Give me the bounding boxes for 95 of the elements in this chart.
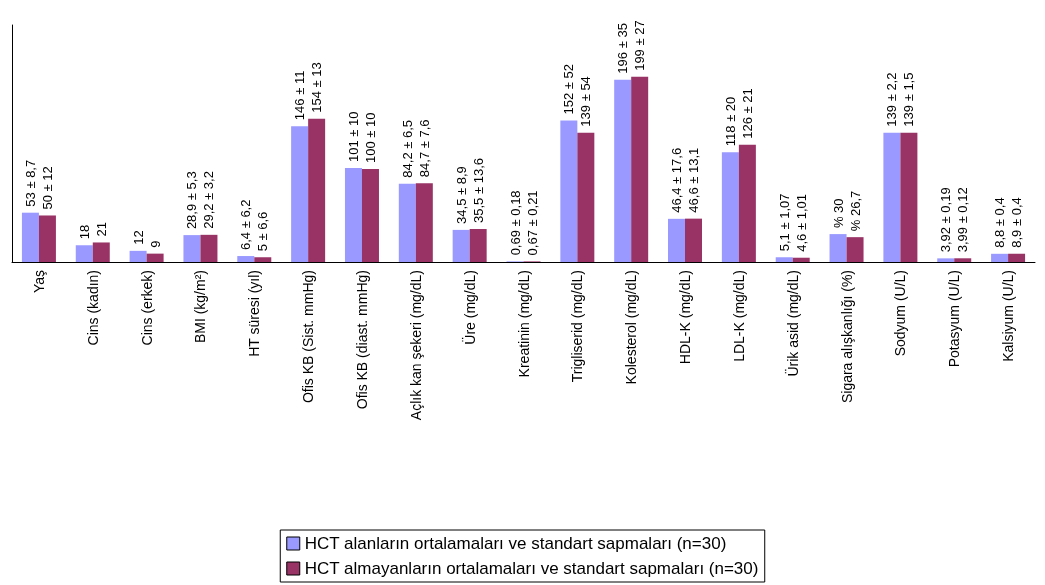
x-tick-label: HDL-K (mg/dL) bbox=[677, 270, 694, 365]
data-label: 5,1 ± 1,07 bbox=[776, 193, 792, 252]
data-label: 6,4 ± 6,2 bbox=[238, 199, 254, 251]
data-label: 50 ± 12 bbox=[39, 166, 55, 210]
bar bbox=[631, 76, 649, 262]
bar bbox=[344, 168, 362, 262]
bar bbox=[614, 79, 632, 262]
x-tick-label: Açlık kan şekeri (mg/dL) bbox=[407, 270, 424, 421]
data-label: 35,5 ± 13,6 bbox=[470, 158, 486, 223]
data-label: 101 ± 10 bbox=[345, 111, 361, 163]
bar bbox=[183, 235, 201, 262]
data-label: 8,8 ± 0,4 bbox=[992, 197, 1008, 248]
x-tick-label: Kreatinin (mg/dL) bbox=[515, 270, 532, 378]
data-label: 12 bbox=[130, 230, 146, 245]
bar bbox=[254, 257, 272, 262]
x-tick-label: Kalsiyum (U/L) bbox=[1000, 270, 1017, 362]
data-label: 21 bbox=[93, 221, 109, 237]
x-tick-label: BMI (kg/m²) bbox=[192, 270, 209, 344]
data-label: 196 ± 35 bbox=[615, 23, 631, 74]
bar bbox=[361, 168, 379, 262]
data-label: 100 ± 10 bbox=[362, 112, 378, 163]
bar bbox=[883, 132, 901, 262]
x-tick-label: LDL-K (mg/dL) bbox=[730, 270, 747, 362]
x-tick-label: Cins (kadın) bbox=[84, 270, 101, 346]
data-label: 118 ± 20 bbox=[722, 96, 738, 147]
data-label: 154 ± 13 bbox=[309, 62, 325, 113]
bar bbox=[668, 218, 686, 262]
data-label: 0,67 ± 0,21 bbox=[524, 190, 540, 256]
x-tick-label: Ofis KB (Sist. mmHg) bbox=[300, 270, 317, 404]
bar bbox=[75, 245, 93, 262]
legend-label: HCT alanların ortalamaları ve standart sapmaları (n=30) bbox=[304, 534, 727, 553]
data-label: % 30 bbox=[830, 198, 846, 229]
bar bbox=[829, 234, 847, 262]
bar bbox=[738, 144, 756, 262]
data-label: 4,6 ± 1,01 bbox=[793, 193, 809, 252]
bar bbox=[775, 257, 793, 262]
bar bbox=[937, 258, 955, 262]
data-label: 53 ± 8,7 bbox=[22, 159, 38, 207]
bar bbox=[991, 253, 1009, 262]
bar bbox=[577, 132, 595, 262]
data-label: 46,4 ± 17,6 bbox=[669, 147, 685, 213]
x-tick-label: Kolesterol (mg/dL) bbox=[623, 270, 640, 385]
x-tick-label: Trigliserid (mg/dL) bbox=[569, 270, 586, 383]
bar bbox=[129, 250, 147, 262]
x-tick-label: Üre (mg/dL) bbox=[460, 270, 478, 345]
legend-label: HCT almayanların ortalamaları ve standart sapmaları (n=30) bbox=[304, 559, 759, 578]
data-label: 84,2 ± 6,5 bbox=[399, 119, 415, 178]
bar bbox=[560, 120, 578, 262]
data-label: 3,92 ± 0,19 bbox=[938, 187, 954, 253]
x-tick-label: Cins (erkek) bbox=[138, 270, 155, 346]
bar bbox=[792, 257, 810, 262]
x-tick-label: Yaş bbox=[30, 270, 47, 294]
data-label: % 26,7 bbox=[847, 190, 863, 232]
bar bbox=[92, 242, 110, 262]
bar bbox=[200, 234, 218, 262]
bar bbox=[237, 256, 255, 262]
bar bbox=[21, 212, 39, 262]
data-label: 5 ± 6,6 bbox=[255, 211, 271, 252]
bar bbox=[721, 152, 739, 262]
data-label: 28,9 ± 5,3 bbox=[184, 171, 200, 230]
data-label: 139 ± 1,5 bbox=[901, 72, 917, 127]
bar bbox=[469, 228, 487, 262]
data-label: 46,6 ± 13,1 bbox=[686, 147, 702, 213]
bar bbox=[146, 253, 164, 262]
x-tick-label: HT süresi (yıl) bbox=[246, 270, 263, 357]
bar bbox=[415, 183, 433, 262]
data-label: 8,9 ± 0,4 bbox=[1009, 197, 1025, 248]
data-label: 34,5 ± 8,9 bbox=[453, 166, 469, 224]
data-label: 3,99 ± 0,12 bbox=[955, 187, 971, 253]
x-tick-label: Ofis KB (diast. mmHg) bbox=[353, 270, 370, 410]
bar bbox=[38, 215, 56, 262]
bar bbox=[954, 258, 972, 262]
data-label: 0,69 ± 0,18 bbox=[507, 190, 523, 256]
data-label: 199 ± 27 bbox=[632, 20, 648, 71]
bar bbox=[846, 237, 864, 262]
data-label: 9 bbox=[147, 240, 163, 248]
x-tick-label: Potasyum (U/L) bbox=[946, 270, 963, 368]
x-tick-label: Sigara alışkanlığı (%) bbox=[838, 270, 855, 404]
data-label: 139 ± 2,2 bbox=[884, 72, 900, 127]
data-label: 139 ± 54 bbox=[578, 76, 594, 127]
bar bbox=[398, 183, 416, 262]
bar bbox=[1008, 253, 1026, 262]
data-label: 152 ± 52 bbox=[561, 64, 577, 115]
x-tick-label: Ürik asid (mg/dL) bbox=[783, 270, 801, 377]
data-label: 126 ± 21 bbox=[739, 88, 755, 139]
data-label: 146 ± 11 bbox=[292, 70, 308, 121]
data-label: 18 bbox=[76, 224, 92, 240]
bar bbox=[900, 132, 918, 262]
data-label: 84,7 ± 7,6 bbox=[416, 119, 432, 178]
bar bbox=[291, 126, 309, 262]
bar bbox=[308, 118, 326, 262]
bar bbox=[685, 218, 703, 262]
data-label: 29,2 ± 3,2 bbox=[201, 171, 217, 229]
x-tick-label: Sodyum (U/L) bbox=[892, 270, 909, 357]
bar bbox=[452, 229, 470, 262]
